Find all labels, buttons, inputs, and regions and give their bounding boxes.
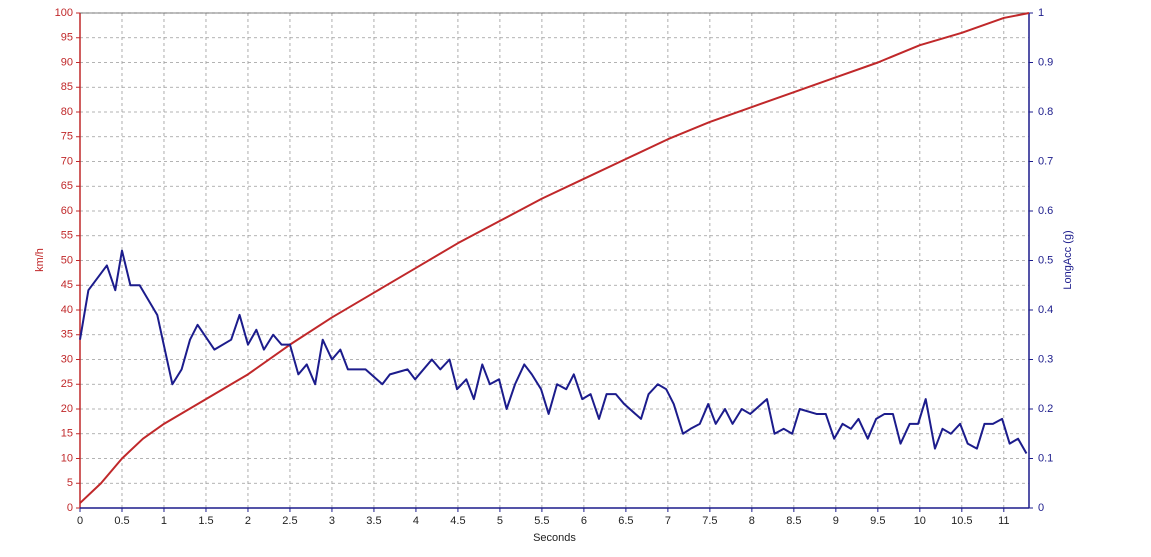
y-tick-label: 90 <box>61 56 73 68</box>
x-tick-label: 9 <box>833 515 839 527</box>
y2-tick-label: 0.2 <box>1038 403 1053 415</box>
x-tick-label: 6 <box>581 515 587 527</box>
x-tick-label: 4 <box>413 515 419 527</box>
x-axis-title: Seconds <box>533 532 576 544</box>
y-tick-label: 100 <box>55 7 73 19</box>
x-tick-label: 10.5 <box>951 515 972 527</box>
series-line <box>79 12 1030 504</box>
y-tick-label: 85 <box>61 81 73 93</box>
x-tick-label: 0.5 <box>114 515 129 527</box>
x-tick-label: 8.5 <box>786 515 801 527</box>
y-tick-label: 25 <box>61 378 73 390</box>
y2-tick-label: 0.9 <box>1038 56 1053 68</box>
y-tick-label: 65 <box>61 180 73 192</box>
x-tick-label: 9.5 <box>870 515 885 527</box>
x-tick-label: 7 <box>665 515 671 527</box>
series-line <box>79 249 1028 455</box>
y-tick-label: 45 <box>61 279 73 291</box>
y-tick-label: 70 <box>61 155 73 167</box>
y2-tick-label: 0 <box>1038 502 1044 514</box>
y2-axis-title: LongAcc (g) <box>1062 230 1074 289</box>
x-tick-label: 3 <box>329 515 335 527</box>
y-tick-label: 50 <box>61 254 73 266</box>
x-tick-label: 1.5 <box>198 515 213 527</box>
x-tick-label: 0 <box>77 515 83 527</box>
y2-tick-label: 0.1 <box>1038 452 1053 464</box>
x-tick-label: 10 <box>914 515 926 527</box>
y-axis-title: km/h <box>34 248 46 272</box>
y-tick-label: 55 <box>61 230 73 242</box>
x-tick-label: 4.5 <box>450 515 465 527</box>
y-tick-label: 30 <box>61 353 73 365</box>
x-tick-label: 1 <box>161 515 167 527</box>
y-tick-label: 10 <box>61 452 73 464</box>
y2-tick-label: 0.8 <box>1038 106 1053 118</box>
y-tick-label: 15 <box>61 428 73 440</box>
y-tick-label: 5 <box>67 477 73 489</box>
x-tick-label: 2.5 <box>282 515 297 527</box>
y-tick-label: 80 <box>61 106 73 118</box>
y2-tick-label: 0.7 <box>1038 155 1053 167</box>
x-tick-label: 6.5 <box>618 515 633 527</box>
x-tick-label: 11 <box>998 515 1009 527</box>
y-tick-label: 60 <box>61 205 73 217</box>
y-tick-label: 95 <box>61 32 73 44</box>
y-tick-label: 75 <box>61 131 73 143</box>
x-tick-label: 3.5 <box>366 515 381 527</box>
x-tick-label: 2 <box>245 515 251 527</box>
y-tick-label: 35 <box>61 329 73 341</box>
x-tick-label: 5 <box>497 515 503 527</box>
y-tick-label: 20 <box>61 403 73 415</box>
x-tick-label: 5.5 <box>534 515 549 527</box>
x-tick-label: 7.5 <box>702 515 717 527</box>
y2-tick-label: 1 <box>1038 7 1044 19</box>
y-tick-label: 40 <box>61 304 73 316</box>
y2-tick-label: 0.3 <box>1038 353 1053 365</box>
x-tick-label: 8 <box>749 515 755 527</box>
y-tick-label: 0 <box>67 502 73 514</box>
y2-tick-label: 0.4 <box>1038 304 1053 316</box>
y2-tick-label: 0.6 <box>1038 205 1053 217</box>
y2-tick-label: 0.5 <box>1038 254 1053 266</box>
